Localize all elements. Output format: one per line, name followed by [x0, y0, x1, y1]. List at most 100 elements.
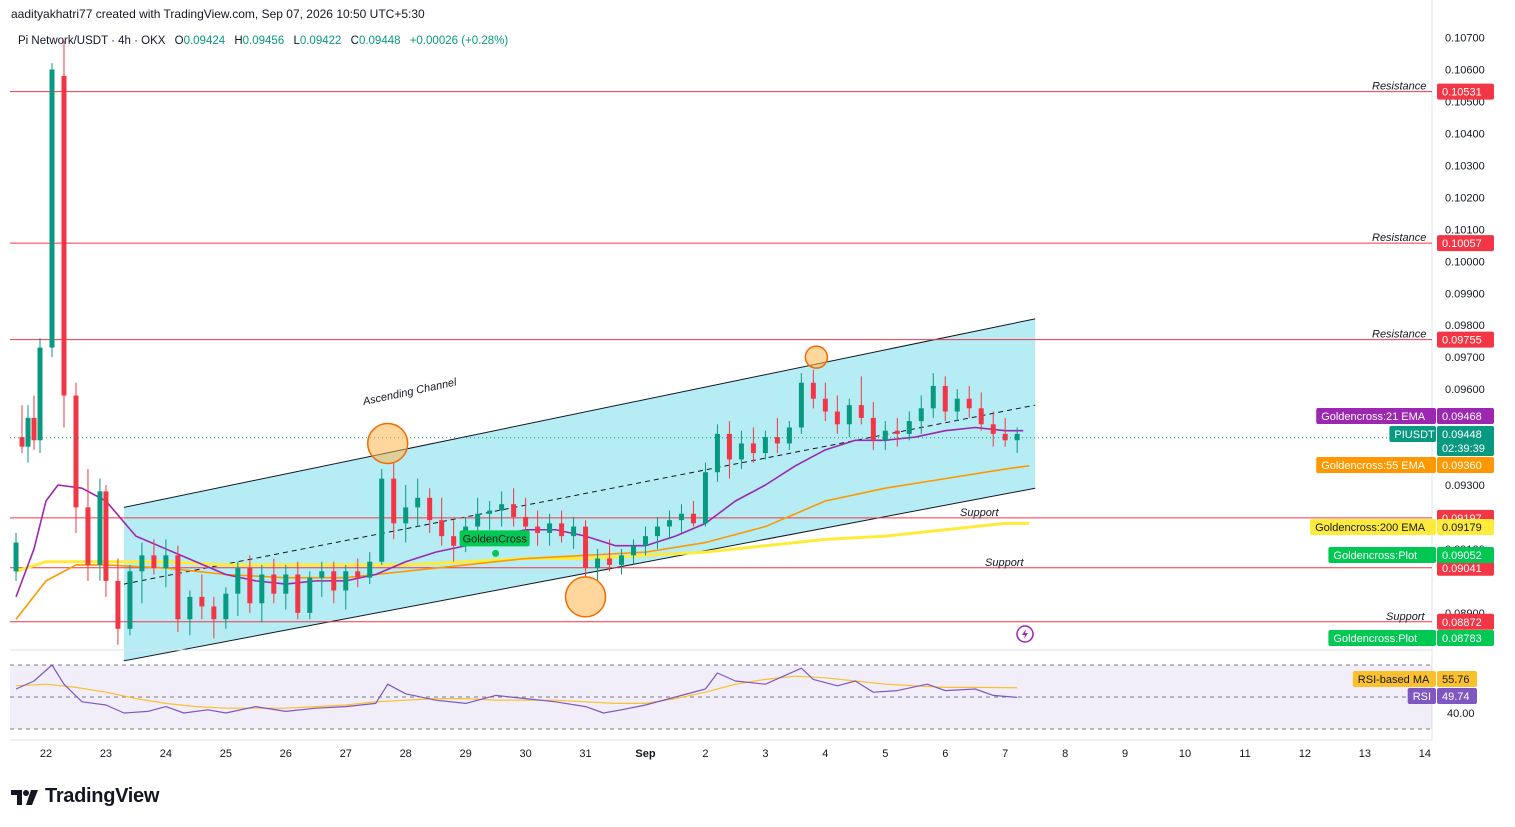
price-tick: 0.09600	[1445, 384, 1485, 396]
candle-body	[535, 526, 541, 533]
symbol-title: Pi Network/USDT · 4h · OKX	[18, 35, 166, 47]
price-level-value: 0.10531	[1442, 87, 1482, 99]
indicator-badge	[1310, 519, 1436, 535]
channel-label: Ascending Channel	[361, 376, 458, 408]
candle-body	[906, 421, 912, 434]
price-tick: 0.10100	[1445, 224, 1485, 236]
candle-body	[37, 347, 43, 441]
candle-body	[379, 478, 385, 562]
date-tick: 26	[280, 748, 292, 760]
alert-icon	[1016, 625, 1034, 643]
candle-body	[810, 382, 816, 399]
candle-body	[199, 596, 205, 607]
date-tick: 3	[762, 748, 768, 760]
candle-body	[451, 536, 457, 546]
date-tick: 27	[340, 748, 352, 760]
candle-body	[846, 405, 852, 425]
candle-body	[942, 385, 948, 412]
footer-brand[interactable]: TradingView	[11, 785, 159, 808]
candle-body	[427, 497, 433, 521]
date-tick: 4	[822, 748, 828, 760]
indicator-value: 0.09179	[1442, 522, 1482, 534]
price-level-value: 0.10057	[1442, 238, 1482, 250]
candle-body	[415, 497, 421, 508]
candle-body	[439, 520, 445, 537]
date-tick: 29	[460, 748, 472, 760]
open-value: 0.09424	[183, 35, 226, 47]
countdown-value: 02:39:39	[1442, 443, 1485, 455]
support-label: Support	[985, 557, 1024, 569]
rsi-value: 49.74	[1442, 691, 1470, 703]
candle-body	[73, 395, 79, 508]
support-label: Support	[1386, 611, 1425, 623]
date-tick: 14	[1419, 748, 1431, 760]
price-level-badge	[1437, 559, 1494, 576]
high-value: 0.09456	[242, 35, 285, 47]
candle-body	[295, 574, 301, 613]
close-label: C	[350, 35, 359, 47]
candle-body	[283, 574, 289, 594]
date-tick: Sep	[635, 748, 655, 760]
candle-body	[19, 437, 25, 447]
indicator-badge	[1328, 630, 1436, 646]
indicator-value: 0.08783	[1442, 633, 1482, 645]
candle-body	[930, 385, 936, 409]
indicator-badge	[1328, 547, 1436, 563]
channel-upper-line	[123, 318, 1036, 508]
price-level-value: 0.08872	[1442, 617, 1482, 629]
candle-body	[726, 433, 732, 460]
price-tick: 0.10700	[1445, 33, 1485, 45]
candle-body	[918, 408, 924, 422]
indicator-value-badge	[1437, 457, 1494, 473]
resistance-label: Resistance	[1372, 329, 1426, 341]
candle-body	[774, 437, 780, 444]
candle-body	[643, 536, 648, 546]
candle-body	[247, 568, 253, 604]
candle-body	[702, 472, 708, 524]
candle-body	[187, 596, 193, 620]
date-tick: 7	[1002, 748, 1008, 760]
candle-body	[163, 555, 169, 569]
indicator-value-badge	[1437, 630, 1494, 646]
candle-body	[511, 504, 517, 517]
candle-body	[211, 606, 217, 620]
date-tick: 13	[1359, 748, 1371, 760]
candle-body	[559, 523, 565, 537]
candle-body	[13, 542, 19, 572]
candle-body	[690, 513, 696, 524]
candle-body	[738, 443, 744, 460]
symbol-legend[interactable]: Pi Network/USDT · 4h · OKX O0.09424 H0.0…	[18, 35, 508, 47]
candle-body	[475, 513, 481, 527]
indicator-badge-label: Goldencross:Plot	[1333, 550, 1417, 562]
indicator-value: 0.09468	[1442, 411, 1482, 423]
indicator-value: 0.09052	[1442, 550, 1482, 562]
candle-body	[367, 561, 373, 578]
open-label: O	[174, 35, 184, 47]
candle-body	[139, 555, 145, 572]
candle-body	[403, 507, 409, 524]
candle-body	[223, 593, 229, 620]
rsi-value: 55.76	[1442, 674, 1470, 686]
candle-body	[894, 430, 900, 434]
candle-body	[103, 491, 109, 581]
date-tick: 11	[1239, 748, 1250, 760]
candle-body	[523, 516, 529, 527]
indicator-value-badge	[1437, 408, 1494, 424]
price-tick: 0.10300	[1445, 160, 1485, 172]
date-tick: 24	[160, 748, 172, 760]
golden-cross-dot	[492, 549, 500, 557]
candle-body	[319, 571, 325, 578]
candle-body	[271, 574, 277, 594]
candle-body	[259, 574, 265, 604]
rsi-badge-label: RSI-based MA	[1358, 674, 1430, 686]
candle-body	[355, 571, 361, 578]
candle-body	[750, 443, 756, 454]
indicator-value: 0.09448	[1442, 429, 1482, 441]
rsi-ma-line	[15, 675, 1018, 709]
tradingview-logo-icon	[11, 789, 38, 805]
date-tick: 12	[1299, 748, 1311, 760]
price-tick: 0.10400	[1445, 128, 1485, 140]
date-tick: 28	[400, 748, 412, 760]
highlight-circle	[804, 345, 829, 369]
